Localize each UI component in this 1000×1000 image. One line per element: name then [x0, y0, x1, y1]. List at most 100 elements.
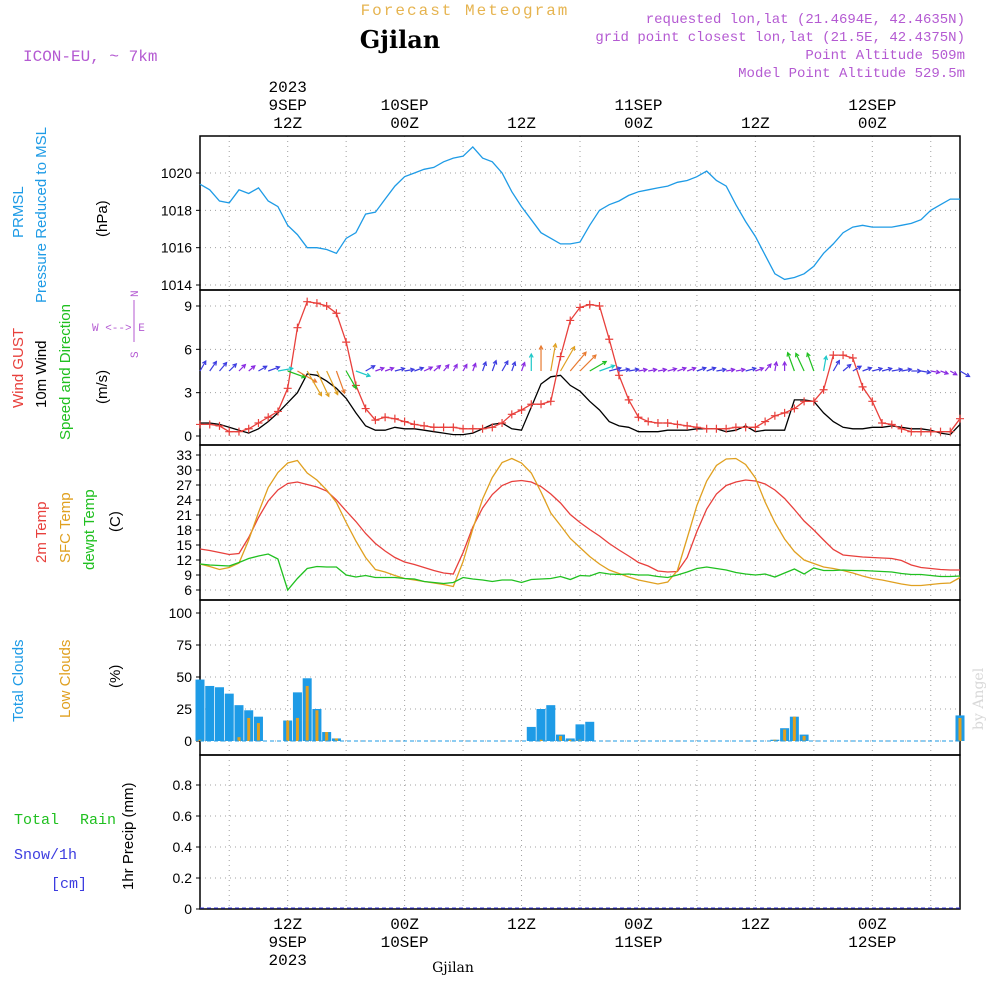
gust-marker	[332, 309, 341, 318]
low-cloud-bar	[315, 710, 319, 741]
low-cloud-bar	[286, 720, 290, 741]
temp-label-unit: (C)	[107, 511, 124, 532]
pressure-line	[199, 145, 960, 281]
wind-arrow-head	[232, 363, 238, 368]
wind-arrow	[773, 360, 779, 372]
gust-marker	[926, 427, 935, 436]
wind-arrow	[638, 367, 649, 373]
wind-arrow-shaft	[238, 364, 246, 372]
wind-arrow-shaft	[559, 346, 576, 372]
wind-arrow-head	[288, 366, 294, 372]
precip-panel-labels: Total Rain Snow/1h [cm] 1hr Precip (mm)	[14, 782, 137, 893]
wind-arrow-head	[898, 367, 904, 373]
wind-arrow-head	[334, 390, 339, 396]
wind-arrow	[949, 370, 958, 376]
wind-arrow-head	[786, 351, 792, 357]
top-time-label: 00Z	[390, 115, 419, 133]
wind-arrow-shaft	[297, 370, 317, 383]
wind-arrow	[219, 361, 228, 372]
wind-arrow-head	[570, 345, 576, 351]
wind-arrow	[726, 367, 736, 373]
bottom-time-label: 00Z	[624, 916, 653, 934]
gust-marker	[410, 420, 419, 429]
wind-arrow-head	[538, 344, 544, 350]
gust-marker	[459, 424, 468, 433]
wind-arrow-shaft	[579, 354, 597, 372]
low-cloud-bar	[256, 723, 260, 741]
precip-label-rain: Rain	[80, 812, 116, 829]
gust-marker	[537, 400, 546, 409]
wind-arrow-head	[867, 366, 873, 372]
gust-marker	[663, 419, 672, 427]
wind-arrow-shaft	[365, 365, 376, 372]
gust-marker	[576, 303, 584, 312]
wind-arrow	[209, 360, 218, 372]
wind-arrow-head	[419, 366, 425, 372]
compass-we: W <--> E	[92, 323, 145, 335]
wind-arrow-shaft	[443, 364, 450, 372]
wind-arrow-shaft	[795, 353, 805, 372]
pressure-label-name: Pressure Reduced to MSL	[33, 127, 50, 303]
wind-arrow-head	[835, 359, 840, 365]
low-cloud-bar	[559, 735, 563, 741]
wind-arrow-shaft	[618, 368, 630, 372]
top-time-label: 2023	[268, 79, 306, 97]
wind-arrow-shaft	[482, 361, 487, 372]
wind-arrow-head	[943, 370, 950, 375]
wind-arrow-head	[365, 372, 372, 378]
wind-arrow-shaft	[657, 368, 667, 372]
top-time-label: 00Z	[624, 115, 653, 133]
gust-marker	[439, 423, 448, 432]
wind-arrow-shaft	[316, 370, 330, 397]
top-time-label: 12Z	[741, 115, 770, 133]
wind-arrow-head	[766, 363, 772, 369]
gust-marker	[809, 397, 818, 406]
gust-marker	[614, 371, 623, 380]
gust-marker	[342, 338, 351, 347]
gust-marker	[848, 354, 857, 362]
wind-arrow	[258, 365, 268, 372]
wind-arrow-head	[504, 359, 509, 366]
wind-arrow-shaft	[228, 363, 237, 372]
wind-arrow	[852, 365, 863, 372]
wind-arrow	[345, 370, 357, 390]
wind-arrow	[822, 354, 829, 372]
y-tick-label: 24	[176, 492, 192, 508]
gust-marker	[225, 427, 234, 436]
wind-arrow	[365, 365, 376, 372]
requested-coords: requested lon,lat (21.4694E, 42.4635N)	[646, 12, 965, 28]
wind-arrow-shaft	[677, 367, 687, 372]
bottom-time-label: 12Z	[741, 916, 770, 934]
wind-arrow	[589, 360, 608, 372]
gust-marker	[400, 417, 409, 426]
wind-arrow-head	[846, 363, 852, 369]
wind-arrow	[277, 366, 294, 372]
y-tick-label: 1014	[161, 277, 192, 293]
wind-arrow-head	[823, 354, 829, 361]
gust-marker	[361, 404, 370, 413]
wind-arrow-head	[222, 361, 228, 367]
top-time-label: 00Z	[858, 115, 887, 133]
wind-arrow-shaft	[901, 368, 912, 372]
bottom-time-label: 12Z	[507, 916, 536, 934]
wind-arrow	[520, 361, 526, 372]
y-tick-label: 15	[176, 537, 192, 553]
wind-arrow-shaft	[774, 362, 778, 372]
gust-marker	[507, 410, 516, 419]
wind-arrow-head	[877, 366, 884, 372]
wind-arrow-shaft	[345, 370, 357, 389]
gust-marker	[449, 423, 458, 432]
wind-arrow-shaft	[872, 367, 883, 372]
gust-marker	[868, 397, 877, 406]
wind-arrow	[795, 352, 805, 372]
wind-arrow-head	[436, 364, 442, 370]
wind-arrow	[618, 367, 631, 373]
low-cloud-bar	[325, 732, 329, 741]
wind-arrow-shaft	[414, 367, 424, 372]
gust-marker	[293, 323, 302, 332]
wind-arrow	[491, 359, 498, 372]
wind-arrow-head	[521, 361, 526, 367]
panel-wind: 0 3 6 9	[184, 289, 961, 446]
